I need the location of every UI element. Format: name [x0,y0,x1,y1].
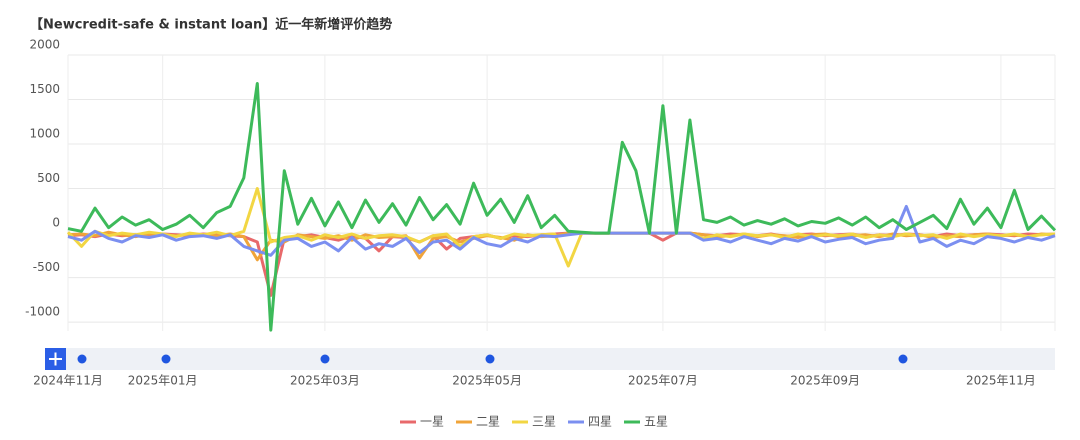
x-tick-label: 2025年11月 [966,374,1036,388]
x-tick-label: 2025年07月 [628,374,698,388]
legend-label: 一星 [420,415,444,429]
series-line [67,231,1056,297]
legend-item[interactable]: 三星 [512,415,556,429]
y-tick-label: 1000 [29,127,60,141]
legend-item[interactable]: 二星 [456,415,500,429]
y-tick-label: 2000 [29,38,60,52]
dot [161,354,171,364]
series-line [66,187,1056,268]
legend-label: 二星 [476,415,500,429]
legend-label: 四星 [588,415,612,429]
y-tick-label: 1500 [29,82,60,96]
x-tick-label: 2025年09月 [790,374,860,388]
chart-title: 【Newcredit-safe & instant loan】近一年新增评价趋势 [30,17,392,33]
dot [485,354,495,364]
x-tick-label: 2024年11月 [33,374,103,388]
y-tick-label: 0 [52,216,60,230]
zoom-slider[interactable] [45,348,1055,370]
y-tick-label: -500 [33,260,60,274]
x-tick-label: 2025年01月 [128,374,198,388]
dot [320,354,330,364]
x-tick-label: 2025年05月 [452,374,522,388]
series-line [67,204,1056,257]
plus-icon [49,352,62,366]
y-tick-label: -1000 [25,305,60,319]
slider-dots [77,354,908,364]
legend-label: 五星 [644,415,668,429]
series-line [67,82,1057,332]
x-tick-label: 2025年03月 [290,374,360,388]
legend-item[interactable]: 五星 [624,415,668,429]
y-tick-label: 500 [37,171,60,185]
legend-label: 三星 [532,415,556,429]
legend-item[interactable]: 四星 [568,415,612,429]
legend-item[interactable]: 一星 [400,415,444,429]
dot [898,354,908,364]
dot [77,354,87,364]
